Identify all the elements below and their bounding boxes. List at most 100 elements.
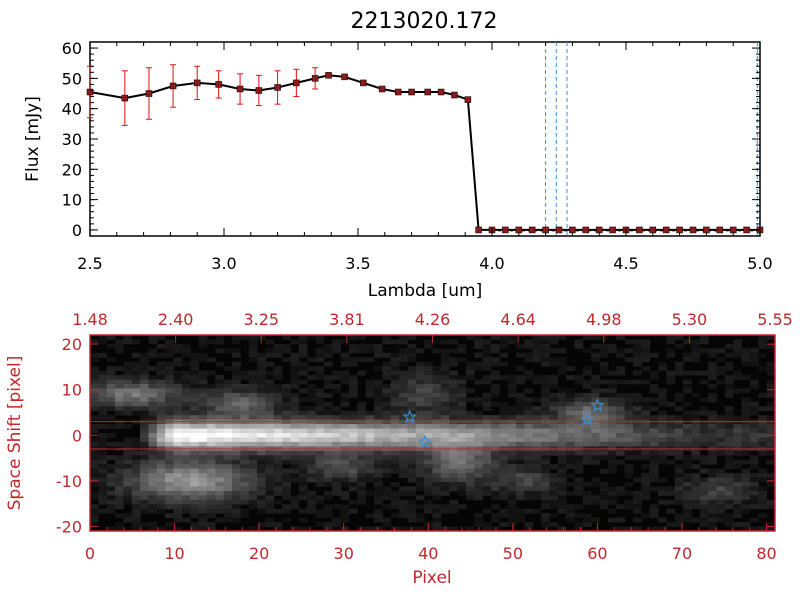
image-pixel [165,455,174,461]
image-pixel [106,473,116,478]
image-pixel [257,392,266,398]
image-pixel [223,508,233,514]
image-pixel [532,459,542,465]
image-pixel [666,335,676,340]
image-pixel [198,406,208,412]
image-pixel [123,499,133,505]
image-pixel [340,375,350,380]
image-pixel [332,424,342,429]
image-pixel [374,410,383,416]
image-pixel [265,379,275,385]
image-pixel [658,486,667,492]
image-pixel [282,450,291,456]
image-pixel [131,450,141,456]
image-pixel [140,370,149,376]
top-tick-label: 4.26 [415,310,451,329]
image-pixel [507,441,517,447]
image-pixel [691,455,701,461]
image-pixel [624,441,634,447]
image-pixel [232,361,241,367]
image-pixel [298,477,308,483]
image-pixel [733,499,742,505]
image-pixel [374,401,383,407]
image-pixel [424,490,433,496]
image-pixel [140,482,149,487]
image-pixel [566,388,575,394]
image-pixel [674,495,684,501]
image-pixel [298,388,308,394]
image-pixel [616,433,626,438]
image-pixel [424,504,433,510]
image-pixel [365,428,375,434]
image-pixel [574,433,584,438]
image-pixel [190,455,199,461]
image-pixel [699,517,709,523]
image-pixel [323,379,333,385]
image-pixel [307,508,316,514]
image-pixel [390,455,400,461]
image-pixel [499,401,509,407]
image-pixel [181,473,191,478]
image-pixel [140,473,149,478]
image-pixel [591,455,600,461]
image-pixel [507,392,517,398]
image-pixel [198,508,208,514]
image-pixel [582,455,592,461]
image-pixel [599,433,609,438]
image-pixel [399,392,408,398]
image-pixel [699,406,709,412]
image-pixel [140,410,149,416]
image-pixel [323,526,333,532]
image-pixel [516,517,525,523]
image-pixel [190,522,199,527]
image-pixel [240,508,250,514]
image-pixel [273,473,283,478]
image-pixel [749,357,759,363]
image-pixel [290,464,300,470]
image-pixel [432,370,442,376]
image-pixel [516,410,525,416]
image-pixel [273,397,283,403]
image-pixel [265,388,275,394]
image-pixel [766,459,776,465]
image-pixel [507,468,517,474]
image-pixel [683,384,692,389]
image-pixel [758,441,768,447]
image-pixel [273,375,283,380]
image-pixel [156,477,166,483]
image-pixel [265,424,275,429]
image-pixel [691,392,701,398]
image-pixel [374,517,383,523]
image-pixel [190,437,199,443]
image-pixel [374,388,383,394]
image-pixel [215,477,225,483]
image-pixel [257,424,266,429]
image-pixel [407,517,417,523]
image-pixel [357,441,367,447]
image-pixel [165,361,174,367]
image-pixel [340,424,350,429]
image-pixel [541,441,550,447]
image-pixel [716,482,726,487]
image-pixel [624,406,634,412]
image-pixel [708,526,717,532]
image-pixel [390,433,400,438]
image-pixel [607,495,617,501]
image-pixel [190,441,199,447]
image-pixel [566,455,575,461]
image-pixel [232,392,241,398]
image-pixel [749,499,759,505]
image-pixel [190,361,199,367]
image-pixel [232,424,241,429]
image-pixel [691,339,701,345]
image-pixel [541,473,550,478]
image-pixel [432,384,442,389]
image-pixel [474,379,484,385]
image-pixel [457,406,467,412]
image-pixel [607,415,617,421]
image-pixel [440,375,450,380]
image-pixel [674,335,684,340]
image-pixel [399,441,408,447]
image-pixel [674,370,684,376]
image-pixel [440,384,450,389]
